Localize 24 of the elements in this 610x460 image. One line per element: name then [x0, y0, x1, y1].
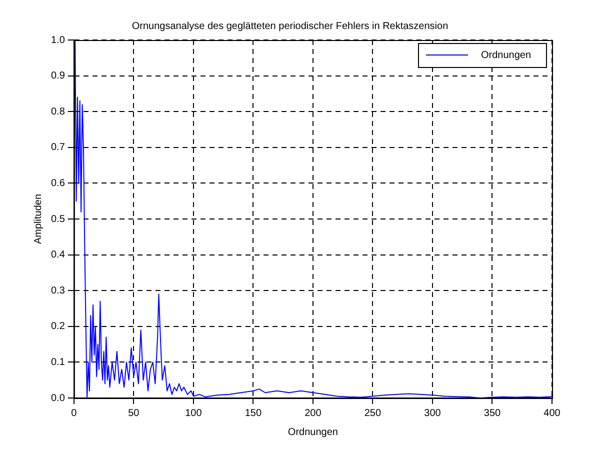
y-tick-label: 0.0	[50, 392, 66, 404]
y-tick-label: 0.9	[50, 70, 66, 82]
x-tick-label: 400	[544, 408, 561, 419]
y-tick-label: 0.2	[50, 321, 66, 332]
y-tick-label: 0.3	[50, 285, 66, 296]
y-tick-label: 0.1	[50, 356, 66, 368]
x-tick-label: 50	[128, 408, 140, 419]
x-tick-label: 350	[484, 408, 502, 419]
y-tick-label: 0.5	[50, 214, 66, 225]
x-axis-title: Ordnungen	[288, 426, 338, 438]
legend-label: Ordnungen	[481, 50, 532, 61]
x-tick-label: 100	[185, 408, 202, 419]
x-tick-label: 0	[71, 408, 78, 419]
y-tick-label: 0.4	[50, 250, 66, 261]
y-tick-label: 0.8	[50, 106, 66, 118]
y-tick-label: 0.6	[50, 178, 66, 189]
x-tick-label: 200	[304, 408, 322, 419]
y-tick-label: 1.0	[50, 34, 66, 46]
y-axis-title: Amplituden	[32, 194, 44, 244]
x-tick-label: 250	[364, 408, 382, 419]
chart-title: Ornungsanalyse des geglätteten periodischer Fehlers in Rektaszension	[132, 20, 448, 32]
x-tick-label: 150	[244, 408, 262, 419]
y-tick-label: 0.7	[50, 142, 66, 154]
x-tick-label: 300	[424, 408, 442, 419]
